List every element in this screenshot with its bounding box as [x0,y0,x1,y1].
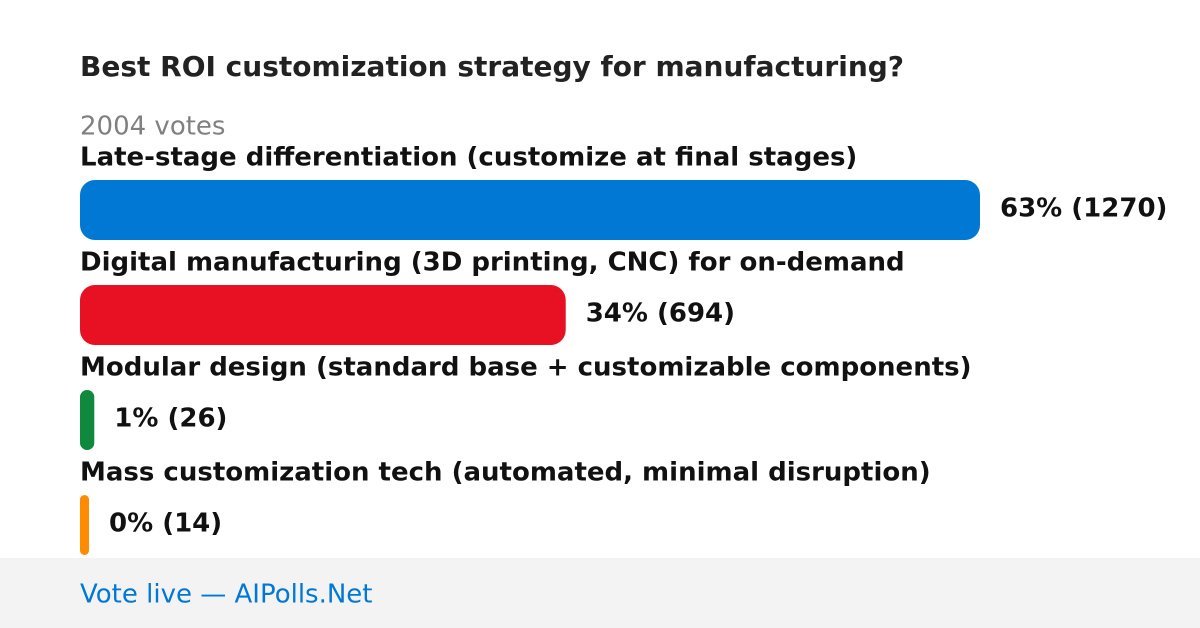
bar [80,285,566,345]
option-label: Late-stage differentiation (customize at… [80,143,857,173]
vote-count: 2004 votes [80,112,225,142]
value-label: 34% (694) [586,299,735,329]
footer-bar [0,558,1200,628]
poll-title: Best ROI customization strategy for manu… [80,50,904,83]
option-label: Modular design (standard base + customiz… [80,353,972,383]
value-label: 63% (1270) [1000,194,1167,224]
bar [80,390,95,450]
value-label: 0% (14) [109,509,222,539]
bar [80,495,89,555]
footer-link[interactable]: Vote live — AIPolls.Net [80,580,373,610]
option-label: Mass customization tech (automated, mini… [80,458,931,488]
option-label: Digital manufacturing (3D printing, CNC)… [80,248,905,278]
bar [80,180,980,240]
value-label: 1% (26) [114,404,227,434]
